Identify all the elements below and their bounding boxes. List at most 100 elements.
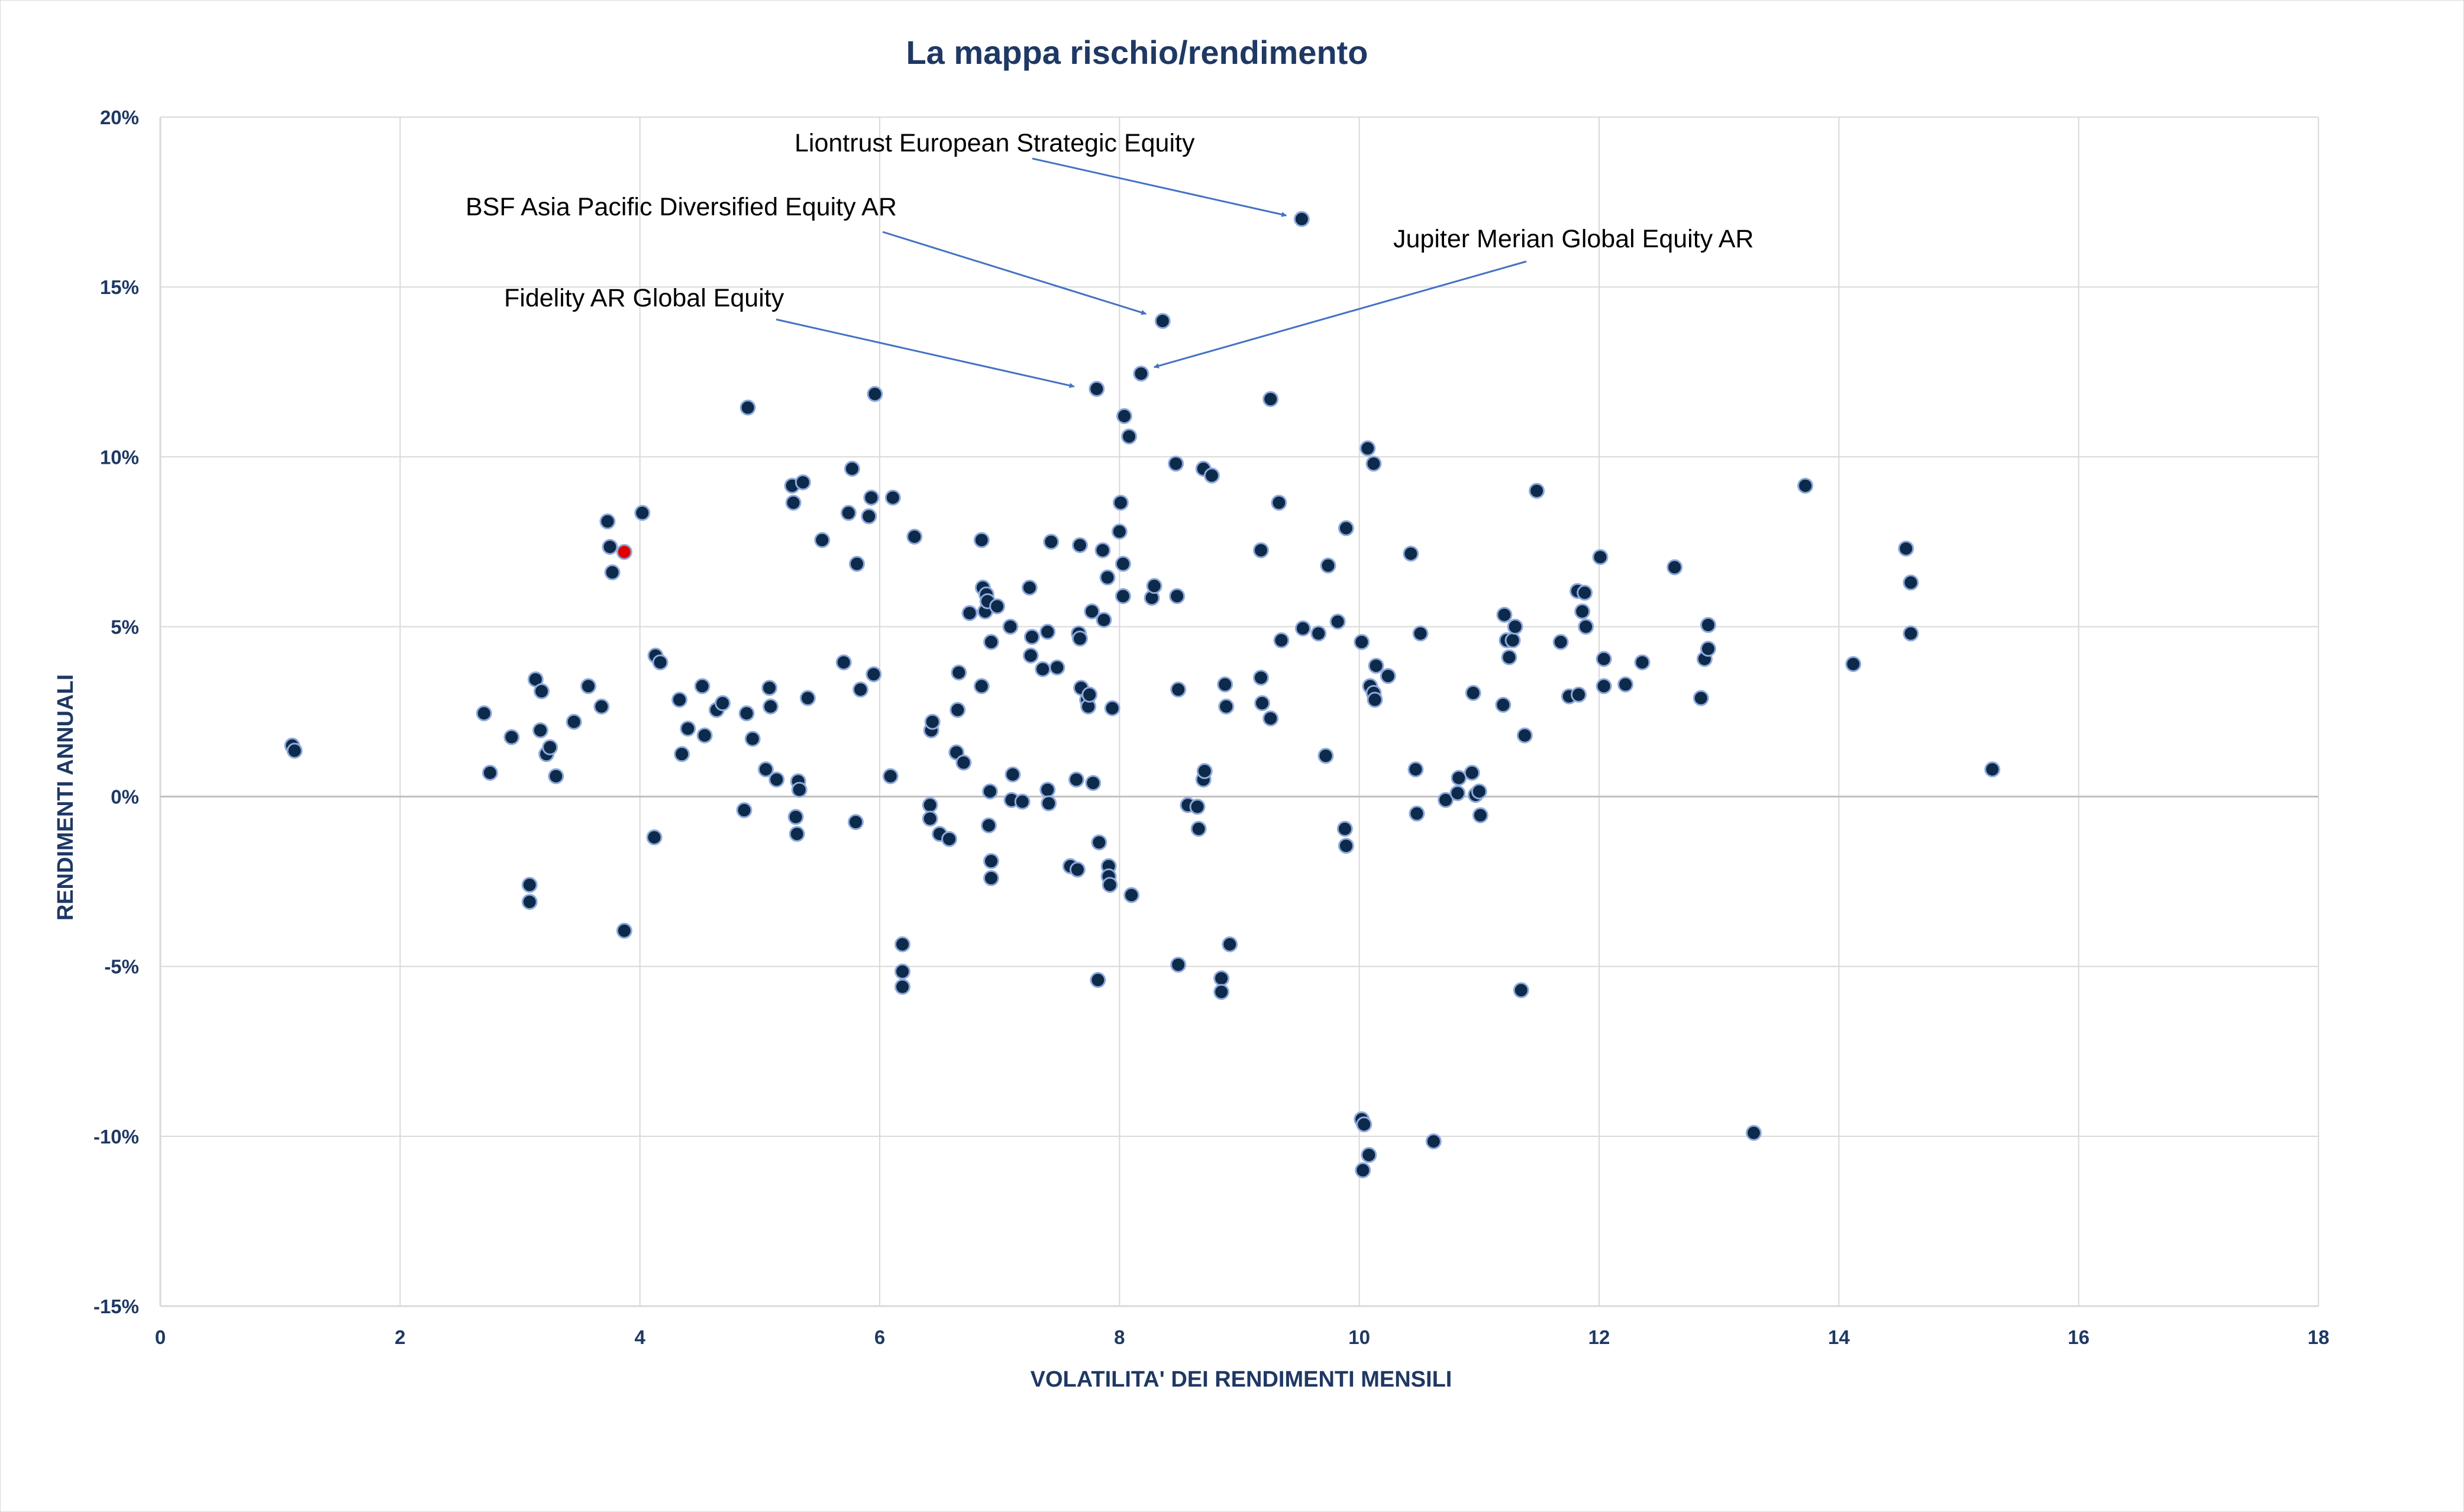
data-point: [532, 722, 548, 739]
data-point: [1043, 534, 1060, 550]
data-point: [1513, 982, 1529, 999]
x-tick-label: 14: [1828, 1326, 1850, 1348]
data-point: [1169, 588, 1186, 605]
y-tick-label: 10%: [100, 446, 139, 468]
data-point: [1367, 692, 1383, 708]
y-tick-label: 20%: [100, 106, 139, 128]
data-point: [1425, 1133, 1442, 1149]
data-point: [694, 678, 711, 694]
data-point: [744, 731, 761, 747]
data-point: [867, 386, 883, 402]
data-point: [674, 746, 690, 763]
data-point: [768, 771, 785, 788]
data-point: [1501, 649, 1517, 665]
data-point: [1069, 861, 1086, 878]
data-point: [503, 729, 520, 745]
annotations: Liontrust European Strategic Equity BSF A…: [466, 129, 1753, 312]
data-point: [924, 713, 941, 730]
data-point: [521, 877, 538, 893]
data-point: [894, 963, 911, 980]
data-point: [884, 489, 901, 506]
data-point: [852, 681, 869, 698]
data-point: [1354, 634, 1370, 650]
chart-title: La mappa rischio/rendimento: [906, 34, 1368, 71]
data-point: [1320, 557, 1336, 574]
data-point: [1041, 795, 1057, 812]
data-point: [521, 894, 538, 910]
data-point: [1356, 1116, 1373, 1133]
data-point: [1504, 632, 1521, 648]
data-point: [1262, 710, 1279, 726]
data-point: [1903, 625, 1919, 642]
data-point: [1071, 631, 1088, 647]
data-point: [1412, 625, 1429, 642]
data-point: [980, 817, 997, 833]
data-point: [1409, 805, 1425, 822]
x-tick-label: 16: [2068, 1326, 2090, 1348]
data-point: [1023, 629, 1040, 645]
data-point: [1217, 676, 1233, 693]
data-point: [1014, 793, 1031, 810]
data-point: [533, 683, 550, 700]
data-point: [799, 690, 816, 706]
data-point: [1355, 1162, 1371, 1178]
data-point: [1035, 661, 1051, 677]
data-point: [634, 505, 651, 521]
data-point: [922, 797, 938, 813]
x-tick-label: 0: [155, 1326, 166, 1348]
data-point: [1552, 634, 1569, 650]
data-point: [1271, 495, 1287, 511]
data-point: [1451, 770, 1467, 786]
data-point: [286, 742, 303, 759]
data-point: [1596, 678, 1612, 694]
data-point: [1438, 791, 1454, 808]
data-point: [1115, 588, 1131, 605]
y-tick-label: -15%: [93, 1295, 139, 1317]
data-point: [1407, 761, 1424, 778]
data-point: [761, 680, 778, 696]
data-point: [989, 598, 1006, 615]
data-point: [1170, 957, 1187, 973]
data-point: [646, 829, 663, 845]
data-point: [1903, 574, 1919, 591]
data-point: [1465, 684, 1481, 701]
data-point: [1170, 681, 1187, 698]
axes: [159, 117, 2318, 1307]
data-point: [1022, 647, 1039, 664]
data-point: [757, 761, 774, 778]
data-point: [580, 678, 597, 694]
data-point: [1338, 520, 1354, 537]
data-point: [542, 739, 558, 755]
data-point: [1368, 657, 1384, 674]
data-point: [894, 978, 911, 995]
x-tick-label: 12: [1588, 1326, 1610, 1348]
x-tick-label: 10: [1348, 1326, 1370, 1348]
data-point: [1464, 764, 1480, 781]
data-point: [1203, 467, 1220, 484]
data-point: [1338, 838, 1354, 854]
data-point: [599, 513, 616, 529]
annotation-arrow: [1032, 157, 1287, 217]
data-point: [1116, 408, 1132, 424]
data-point: [835, 654, 852, 671]
data-point: [1089, 380, 1105, 397]
annotation-arrow: [882, 231, 1147, 315]
data-point: [1252, 670, 1269, 686]
y-tick-label: 0%: [111, 786, 139, 808]
data-point: [736, 802, 753, 819]
annotation-label: Liontrust European Strategic Equity: [795, 129, 1195, 157]
data-point: [604, 564, 621, 581]
annotation-label: BSF Asia Pacific Diversified Equity AR: [466, 193, 897, 221]
data-point: [983, 634, 999, 650]
data-point: [1039, 623, 1056, 640]
data-point: [1516, 727, 1533, 744]
data-point: [1667, 559, 1683, 576]
annotation-arrows: [776, 157, 1527, 389]
data-point: [814, 532, 831, 548]
data-point: [1361, 1146, 1377, 1163]
data-point: [983, 870, 999, 886]
data-point: [1578, 618, 1594, 635]
data-point: [1700, 617, 1716, 634]
data-point: [1592, 549, 1609, 566]
data-point: [1123, 887, 1140, 903]
